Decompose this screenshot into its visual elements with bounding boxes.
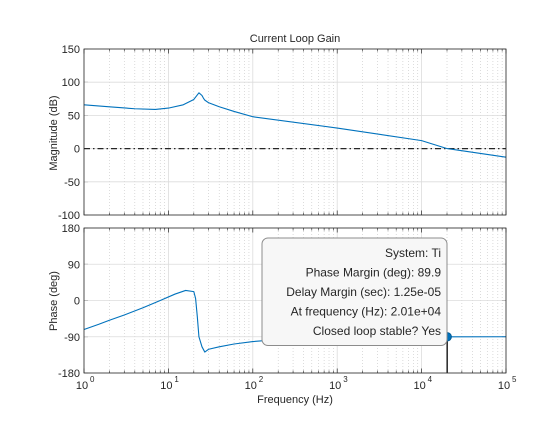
y-tick-label: 0 xyxy=(74,296,80,308)
phase-axes-frame xyxy=(83,227,507,374)
tooltip-line: Delay Margin (sec): 1.25e-05 xyxy=(286,285,441,299)
margin-tooltip[interactable]: System: Ti Phase Margin (deg): 89.9 Delay … xyxy=(261,237,448,346)
tooltip-line: System: Ti xyxy=(385,246,441,260)
y-tick-label: -50 xyxy=(64,177,80,189)
y-tick-label: 180 xyxy=(62,223,80,235)
tooltip-line: Closed loop stable? Yes xyxy=(313,324,441,338)
x-tick-label: 10 xyxy=(413,380,425,392)
magnitude-y-ticks: 150 100 50 0 -50 -100 xyxy=(58,44,506,222)
y-tick-label: 100 xyxy=(62,77,80,89)
y-tick-label: 50 xyxy=(68,110,80,122)
magnitude-plot-area xyxy=(84,49,506,215)
phase-y-axis-label: Phase (deg) xyxy=(48,271,60,331)
x-tick-exponent: 0 xyxy=(90,375,95,384)
x-tick-label: 10 xyxy=(329,380,341,392)
magnitude-y-axis-label: Magnitude (dB) xyxy=(48,95,60,170)
y-tick-label: 150 xyxy=(62,44,80,56)
tooltip-line: At frequency (Hz): 2.01e+04 xyxy=(291,305,442,319)
magnitude-series-line xyxy=(83,92,507,158)
y-tick-label: 90 xyxy=(68,259,80,271)
x-tick-exponent: 3 xyxy=(343,375,348,384)
tooltip-line: Phase Margin (deg): 89.9 xyxy=(306,266,442,280)
chart-title: Current Loop Gain xyxy=(250,33,341,45)
x-tick-exponent: 2 xyxy=(259,375,264,384)
y-tick-label: 0 xyxy=(74,144,80,156)
x-tick-label: 10 xyxy=(498,380,510,392)
x-tick-exponent: 5 xyxy=(512,375,517,384)
y-tick-label: -90 xyxy=(64,332,80,344)
magnitude-axes: 150 100 50 0 -50 -100 xyxy=(58,44,507,222)
x-tick-exponent: 1 xyxy=(174,375,179,384)
frequency-x-axis-label: Frequency (Hz) xyxy=(257,394,333,406)
x-tick-label: 10 xyxy=(76,380,88,392)
y-tick-label: -180 xyxy=(58,368,80,380)
tooltip-box xyxy=(261,237,448,346)
phase-y-ticks: 180 90 0 -90 -180 xyxy=(58,223,506,380)
x-tick-label: 10 xyxy=(245,380,257,392)
y-tick-label: -100 xyxy=(58,210,80,222)
magnitude-axes-frame xyxy=(83,48,507,216)
x-tick-exponent: 4 xyxy=(428,375,433,384)
x-tick-label: 10 xyxy=(160,380,172,392)
